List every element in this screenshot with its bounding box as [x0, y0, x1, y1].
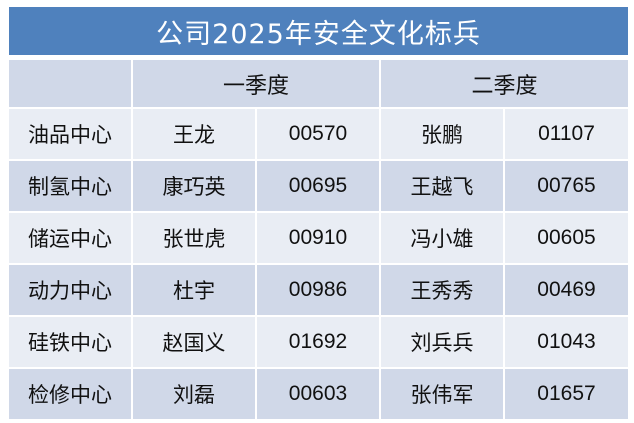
department-cell: 油品中心	[9, 109, 131, 159]
q2-name-cell: 王越飞	[381, 161, 503, 211]
department-cell: 储运中心	[9, 213, 131, 263]
q1-name-cell: 王龙	[133, 109, 255, 159]
q1-id-cell: 00570	[257, 109, 379, 159]
table-row: 检修中心 刘磊 00603 张伟军 01657	[9, 369, 628, 419]
q2-id-cell: 01107	[505, 109, 628, 159]
q2-id-cell: 00765	[505, 161, 628, 211]
table-row: 储运中心 张世虎 00910 冯小雄 00605	[9, 213, 628, 263]
q2-id-cell: 01657	[505, 369, 628, 419]
table-title: 公司2025年安全文化标兵	[9, 7, 628, 55]
header-department	[9, 60, 131, 107]
q1-id-cell: 01692	[257, 317, 379, 367]
q2-id-cell: 00469	[505, 265, 628, 315]
q2-name-cell: 刘兵兵	[381, 317, 503, 367]
table-row: 制氢中心 康巧英 00695 王越飞 00765	[9, 161, 628, 211]
q1-name-cell: 张世虎	[133, 213, 255, 263]
q1-id-cell: 00603	[257, 369, 379, 419]
q2-name-cell: 王秀秀	[381, 265, 503, 315]
q1-name-cell: 康巧英	[133, 161, 255, 211]
department-cell: 硅铁中心	[9, 317, 131, 367]
q2-name-cell: 张鹏	[381, 109, 503, 159]
table-row: 油品中心 王龙 00570 张鹏 01107	[9, 109, 628, 159]
header-row: 一季度 二季度	[9, 60, 628, 107]
q1-id-cell: 00695	[257, 161, 379, 211]
department-cell: 检修中心	[9, 369, 131, 419]
q2-id-cell: 00605	[505, 213, 628, 263]
q1-name-cell: 杜宇	[133, 265, 255, 315]
q1-id-cell: 00910	[257, 213, 379, 263]
q2-id-cell: 01043	[505, 317, 628, 367]
table-row: 动力中心 杜宇 00986 王秀秀 00469	[9, 265, 628, 315]
q1-id-cell: 00986	[257, 265, 379, 315]
title-text: 公司2025年安全文化标兵	[156, 18, 481, 50]
header-q2: 二季度	[381, 60, 628, 107]
header-q1: 一季度	[133, 60, 379, 107]
q1-name-cell: 刘磊	[133, 369, 255, 419]
q2-name-cell: 张伟军	[381, 369, 503, 419]
honor-table: 一季度 二季度 油品中心 王龙 00570 张鹏 01107 制氢中心 康巧英 00695 王越…	[7, 58, 630, 421]
department-cell: 制氢中心	[9, 161, 131, 211]
q2-name-cell: 冯小雄	[381, 213, 503, 263]
q1-name-cell: 赵国义	[133, 317, 255, 367]
table-row: 硅铁中心 赵国义 01692 刘兵兵 01043	[9, 317, 628, 367]
department-cell: 动力中心	[9, 265, 131, 315]
